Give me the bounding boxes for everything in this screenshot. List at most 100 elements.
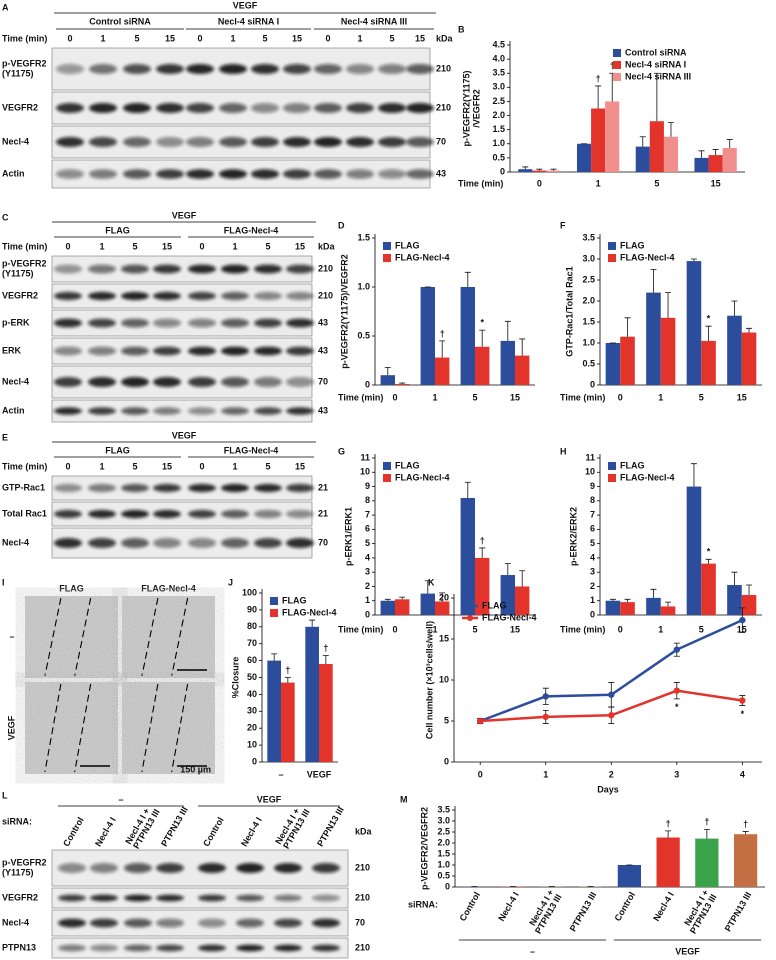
group-label: VEGF: [257, 794, 282, 804]
band: [156, 137, 184, 147]
bar: [620, 602, 635, 615]
group-label: –: [118, 794, 123, 804]
band: [406, 103, 434, 113]
row-label: p-VEGFR2: [2, 58, 47, 68]
lane-label: 0: [65, 241, 70, 251]
y-tick-label: 0: [365, 379, 370, 389]
row-label: –: [9, 631, 14, 641]
y-tick-label: 2.5: [437, 826, 450, 836]
lane-label: 0: [197, 33, 202, 43]
wound-edge: [44, 683, 62, 773]
band: [121, 509, 149, 519]
significance-marker: †: [743, 819, 748, 829]
band: [153, 538, 181, 548]
legend-label: FLAG: [282, 595, 307, 605]
lane-label: 0: [199, 241, 204, 251]
row-label: p-ERK: [2, 317, 30, 327]
band: [198, 918, 226, 928]
y-axis-label: p-ERK1/ERK1: [343, 507, 353, 566]
panel-letter: H: [560, 446, 567, 456]
error-bar: [705, 558, 712, 564]
y-tick-label: 20: [247, 723, 257, 733]
kda-value: 21: [318, 482, 328, 492]
y-tick-label: 4: [365, 552, 370, 562]
band: [251, 64, 279, 74]
x-tick-label: 1: [658, 624, 663, 634]
group-label: Control siRNA: [89, 16, 151, 26]
band: [156, 863, 184, 873]
point: [542, 713, 549, 721]
legend-label: FLAG-Necl-4: [395, 472, 450, 482]
x-tick-label: Necl-4 I: [651, 890, 676, 923]
band: [286, 291, 314, 301]
lane-title: Time (min): [2, 241, 47, 251]
bar: [475, 557, 490, 615]
legend-label: FLAG: [482, 600, 507, 610]
point: [673, 687, 681, 694]
row-label: (Y1175): [2, 68, 34, 78]
band: [54, 346, 82, 356]
band: [186, 137, 214, 147]
significance-marker: †: [440, 328, 445, 338]
y-tick-label: 6: [590, 524, 595, 534]
kda-label: kDa: [318, 241, 336, 251]
band: [378, 64, 406, 74]
kda-value: 210: [355, 862, 370, 872]
y-tick-label: 1: [365, 595, 370, 605]
band: [283, 169, 311, 179]
bar: [620, 336, 635, 385]
x-tick-label: 3: [674, 769, 679, 779]
error-bar: [650, 269, 657, 293]
band: [378, 103, 406, 113]
legend-label: FLAG-Necl-4: [620, 252, 675, 262]
bar: [727, 585, 742, 615]
error-bar: [624, 317, 631, 337]
y-tick-label: 1.0: [492, 138, 505, 148]
band: [156, 944, 184, 952]
significance-marker: *: [741, 709, 745, 719]
bar: [380, 600, 395, 615]
band: [221, 346, 249, 356]
x-axis-label: Time (min): [560, 624, 605, 634]
band: [56, 137, 84, 147]
band: [88, 346, 116, 356]
row-label: VEGFR2: [2, 892, 38, 902]
error-bar: [504, 563, 511, 576]
y-tick-label: 100: [242, 587, 257, 597]
error-bar: [639, 136, 646, 147]
band: [124, 944, 152, 952]
panel-letter: G: [338, 446, 345, 456]
band: [156, 918, 184, 928]
band: [286, 346, 314, 356]
panel-letter: F: [560, 220, 566, 230]
panel-letter: M: [400, 794, 408, 804]
wound-edge: [141, 683, 159, 773]
x-tick-label: 1: [432, 624, 437, 634]
x-tick-label: 1: [596, 178, 601, 188]
bar: [591, 108, 606, 172]
panel-letter: B: [458, 24, 465, 34]
lane-title: siRNA:: [2, 816, 32, 826]
bar: [660, 606, 676, 615]
y-tick-label: 4.5: [492, 39, 505, 49]
band: [54, 264, 82, 274]
band: [54, 509, 82, 519]
band: [153, 483, 181, 493]
band: [251, 169, 279, 179]
y-axis-label: p-VEGFR2(Y1175)/VEGFR2: [339, 254, 349, 369]
band: [406, 64, 434, 74]
bar: [380, 375, 395, 385]
x-tick-label: 1: [432, 392, 437, 402]
column-label: FLAG-Necl-4: [141, 583, 196, 593]
band: [153, 346, 181, 356]
error-bar: [439, 340, 446, 358]
error-bar: [665, 292, 672, 318]
legend-swatch: [608, 242, 616, 250]
bar: [722, 148, 737, 172]
band: [56, 169, 84, 179]
legend-swatch: [270, 597, 278, 605]
y-tick-label: 5: [590, 538, 595, 548]
bar: [305, 626, 319, 762]
bar: [694, 157, 709, 172]
